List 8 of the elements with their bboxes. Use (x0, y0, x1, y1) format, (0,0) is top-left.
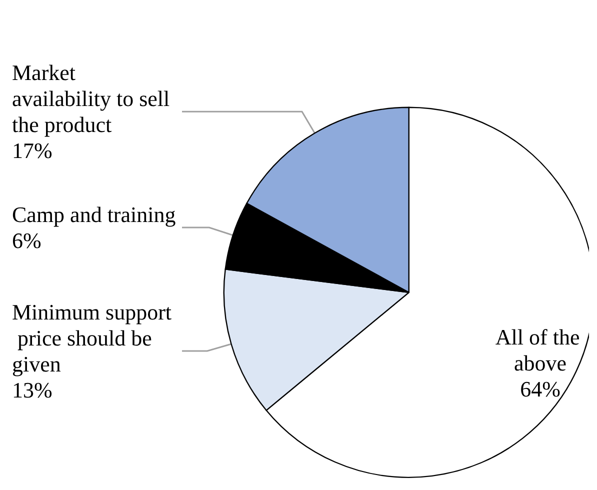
slice-label: Market availability to sell the product (12, 60, 176, 138)
slice-label: Camp and training (12, 202, 176, 228)
data-label: 17% (12, 138, 52, 164)
slice-label: All of the above (495, 324, 586, 376)
data-label: 13% (12, 377, 52, 402)
data-label: 6% (12, 228, 42, 254)
data-label: 64% (520, 376, 560, 402)
slice-label: Minimum support price should be given (12, 299, 172, 376)
